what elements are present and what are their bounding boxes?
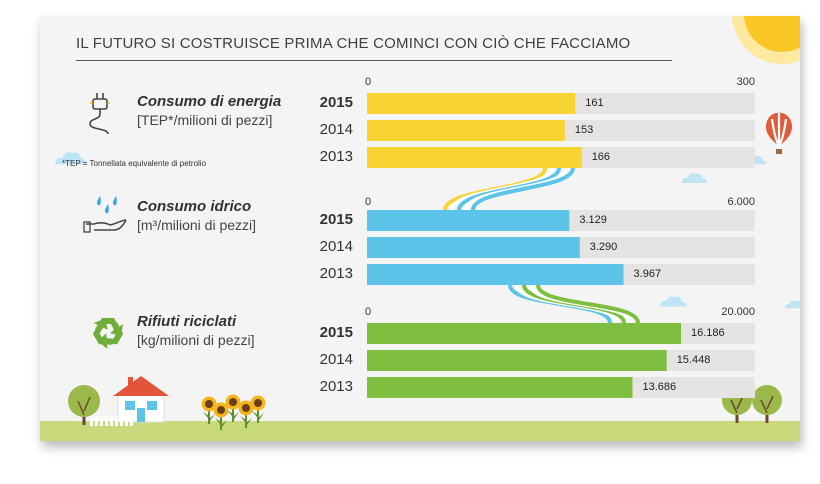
water-value-2014: 3.290: [589, 241, 618, 253]
cloud-icon: [682, 173, 707, 183]
footnote: *TEP = Tonnellata equivalente di petroli…: [62, 159, 207, 168]
energy-water-connector: [443, 167, 575, 211]
energy-year-2015: 2015: [319, 94, 353, 111]
water-axis-max-label: 6.000: [727, 196, 755, 208]
sunflower-icon: [225, 394, 241, 422]
water-bar-2013: [367, 264, 624, 285]
waste-bar-2014: [367, 350, 667, 371]
energy-year-2014: 2014: [319, 121, 353, 138]
water-year-2015: 2015: [319, 211, 353, 228]
chart-canvas: [40, 16, 800, 441]
infographic-card: IL FUTURO SI COSTRUISCE PRIMA CHE COMINC…: [40, 16, 800, 441]
tree-icon: [752, 385, 782, 423]
water-bar-2015: [367, 210, 570, 231]
energy-bar-2015: [367, 93, 576, 114]
plug-icon: [89, 93, 110, 135]
water-section-unit: [m³/milioni di pezzi]: [137, 217, 257, 233]
sunflower-icon: [238, 400, 254, 428]
waste-bar-2013: [367, 377, 633, 398]
title-underline: [76, 60, 672, 61]
page-title: IL FUTURO SI COSTRUISCE PRIMA CHE COMINC…: [76, 35, 631, 52]
hot-air-balloon-icon: [766, 112, 792, 154]
waste-section-unit: [kg/milioni di pezzi]: [137, 332, 255, 348]
sun-core: [744, 16, 800, 52]
waste-axis-max-label: 20.000: [721, 306, 755, 318]
energy-section-title: Consumo di energia: [137, 93, 282, 110]
waste-section-title: Rifiuti riciclati: [137, 313, 237, 330]
fence-icon: [90, 416, 134, 426]
water-value-2013: 3.967: [633, 268, 662, 280]
energy-bar-2014: [367, 120, 565, 141]
waste-year-2013: 2013: [319, 378, 353, 395]
recycle-icon: [92, 318, 124, 349]
energy-axis-max-label: 300: [736, 76, 755, 88]
sunflower-icon: [250, 395, 266, 423]
waste-year-2014: 2014: [319, 351, 353, 368]
energy-year-2013: 2013: [319, 148, 353, 165]
water-year-2013: 2013: [319, 265, 353, 282]
waste-value-2015: 16.186: [691, 327, 725, 339]
water-section-title: Consumo idrico: [137, 198, 252, 215]
ground: [40, 421, 800, 441]
cloud-icon: [785, 300, 800, 309]
cloud-icon: [660, 296, 687, 307]
energy-value-2013: 166: [591, 151, 611, 163]
house-icon: [113, 376, 169, 423]
waste-value-2013: 13.686: [642, 381, 677, 393]
sunflower-icon: [201, 396, 217, 424]
waste-axis-min-label: 0: [365, 306, 372, 318]
water-axis-min-label: 0: [365, 196, 372, 208]
water-year-2014: 2014: [319, 238, 353, 255]
tree-icon: [68, 385, 100, 425]
cloud-icon: [55, 152, 87, 165]
water-waste-connector: [508, 284, 640, 324]
energy-axis-min-label: 0: [365, 76, 372, 88]
energy-bar-2013: [367, 147, 582, 168]
energy-section-unit: [TEP*/milioni di pezzi]: [137, 112, 273, 128]
sunflower-icon: [213, 402, 229, 430]
energy-value-2014: 153: [574, 124, 594, 136]
water-hand-icon: [83, 196, 127, 233]
waste-year-2015: 2015: [319, 324, 353, 341]
water-value-2015: 3.129: [579, 214, 607, 226]
waste-value-2014: 15.448: [676, 354, 711, 366]
water-bar-2014: [367, 237, 580, 258]
energy-value-2015: 161: [585, 97, 604, 109]
waste-bar-2015: [367, 323, 682, 344]
